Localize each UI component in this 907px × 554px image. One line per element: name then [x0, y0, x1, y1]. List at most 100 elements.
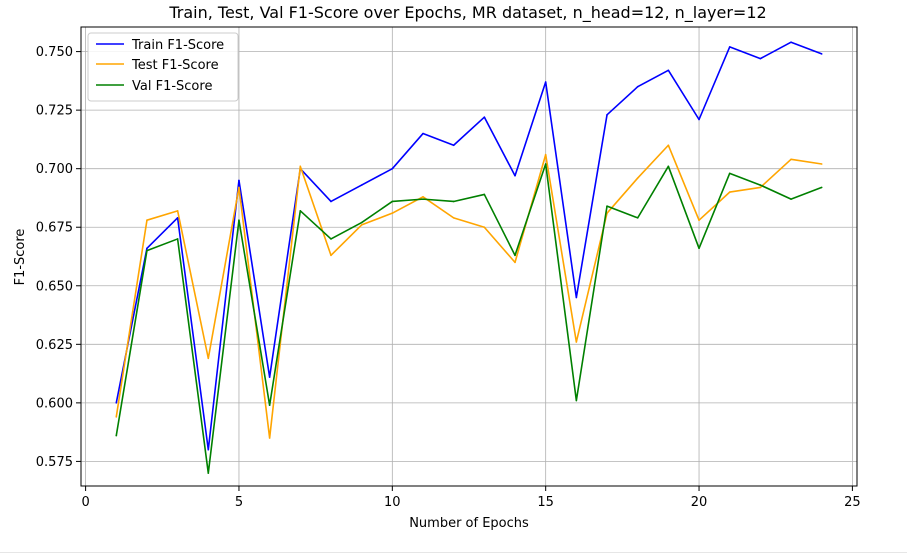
data-point-val-f1-score [452, 200, 455, 203]
data-point-val-f1-score [759, 184, 762, 186]
data-point-val-f1-score [422, 198, 424, 200]
data-point-val-f1-score [176, 238, 179, 240]
series-line-train-f1-score [115, 41, 823, 451]
y-tick-label: 0.675 [36, 221, 73, 236]
data-point-val-f1-score [299, 210, 302, 212]
data-point-train-f1-score [544, 81, 547, 83]
data-point-val-f1-score [820, 186, 823, 189]
grid-lines [81, 27, 857, 486]
data-point-train-f1-score [452, 144, 455, 147]
x-tick-label: 0 [81, 495, 89, 510]
data-point-val-f1-score [146, 249, 148, 252]
data-point-test-f1-score [176, 210, 179, 212]
data-point-train-f1-score [238, 179, 240, 182]
x-tick-label: 20 [691, 495, 708, 510]
data-point-val-f1-score [667, 165, 670, 168]
data-point-val-f1-score [514, 254, 516, 257]
y-axis-label: F1-Score [13, 229, 28, 286]
x-tick-label: 5 [235, 495, 243, 510]
data-point-test-f1-score [360, 224, 363, 226]
data-point-train-f1-score [146, 247, 148, 250]
data-point-test-f1-score [115, 416, 118, 418]
data-point-train-f1-score [759, 57, 762, 60]
data-point-test-f1-score [667, 144, 670, 147]
data-point-test-f1-score [238, 186, 240, 189]
y-tick-label: 0.600 [36, 396, 73, 411]
data-point-val-f1-score [207, 472, 210, 474]
data-point-val-f1-score [728, 172, 731, 175]
data-point-val-f1-score [360, 221, 363, 224]
data-point-train-f1-score [636, 85, 639, 88]
data-point-test-f1-score [452, 217, 455, 219]
data-point-train-f1-score [330, 200, 332, 203]
data-point-train-f1-score [483, 116, 486, 118]
bottom-divider [0, 552, 907, 553]
chart-title: Train, Test, Val F1-Score over Epochs, M… [168, 3, 766, 23]
data-point-test-f1-score [514, 261, 516, 264]
data-point-test-f1-score [422, 195, 424, 198]
data-point-val-f1-score [698, 247, 700, 250]
data-point-val-f1-score [238, 219, 240, 222]
data-point-test-f1-score [146, 219, 148, 222]
data-point-test-f1-score [575, 341, 578, 343]
data-point-test-f1-score [820, 163, 823, 165]
data-point-train-f1-score [207, 448, 210, 451]
data-point-train-f1-score [360, 184, 363, 186]
y-tick-label: 0.575 [36, 455, 73, 470]
legend-label-val: Val F1-Score [132, 79, 212, 94]
y-tick-label: 0.750 [36, 45, 73, 60]
legend: Train F1-Score Test F1-Score Val F1-Scor… [87, 32, 239, 102]
plot-area [81, 27, 857, 486]
x-tick-label: 10 [384, 495, 401, 510]
data-point-val-f1-score [790, 198, 792, 200]
data-point-val-f1-score [115, 434, 118, 437]
data-point-test-f1-score [299, 165, 302, 168]
data-point-train-f1-score [268, 376, 271, 378]
series-line-val-f1-score [115, 163, 823, 474]
data-point-test-f1-score [330, 254, 332, 257]
data-point-train-f1-score [422, 132, 424, 135]
series-line-test-f1-score [115, 144, 822, 439]
data-point-train-f1-score [514, 174, 516, 177]
series-lines [115, 41, 823, 474]
legend-label-test: Test F1-Score [131, 58, 219, 73]
y-tick-label: 0.650 [36, 279, 73, 294]
data-point-test-f1-score [268, 437, 271, 439]
data-point-train-f1-score [698, 118, 700, 121]
x-tick-label: 15 [537, 495, 554, 510]
data-point-val-f1-score [391, 200, 394, 203]
x-axis-label: Number of Epochs [409, 516, 529, 531]
legend-box [87, 32, 239, 102]
y-tick-label: 0.725 [36, 104, 73, 119]
data-point-test-f1-score [544, 153, 547, 156]
legend-label-train: Train F1-Score [131, 38, 224, 53]
data-point-test-f1-score [698, 219, 700, 222]
data-point-test-f1-score [483, 226, 486, 229]
x-axis-ticks: 0 5 10 15 20 25 [81, 486, 861, 510]
y-tick-label: 0.700 [36, 162, 73, 177]
data-point-val-f1-score [636, 217, 639, 219]
data-point-val-f1-score [544, 163, 547, 165]
x-tick-label: 25 [844, 495, 861, 510]
data-point-test-f1-score [790, 158, 792, 161]
data-point-train-f1-score [115, 402, 118, 404]
data-point-test-f1-score [636, 177, 639, 179]
data-point-test-f1-score [759, 186, 762, 189]
data-point-train-f1-score [606, 114, 608, 116]
y-axis-ticks: 0.575 0.600 0.625 0.650 0.675 0.700 0.725 0.750 [36, 45, 81, 470]
data-point-val-f1-score [268, 404, 271, 407]
data-point-train-f1-score [728, 46, 731, 48]
data-point-test-f1-score [207, 357, 210, 360]
data-point-train-f1-score [667, 69, 670, 72]
data-point-train-f1-score [790, 41, 792, 44]
data-point-val-f1-score [575, 399, 578, 402]
data-point-val-f1-score [606, 205, 608, 207]
data-point-test-f1-score [728, 191, 731, 193]
data-point-train-f1-score [820, 53, 823, 55]
data-point-val-f1-score [330, 238, 332, 240]
data-point-train-f1-score [575, 296, 578, 299]
data-point-val-f1-score [483, 193, 486, 196]
plot-frame [80, 26, 858, 487]
data-point-test-f1-score [391, 212, 394, 214]
